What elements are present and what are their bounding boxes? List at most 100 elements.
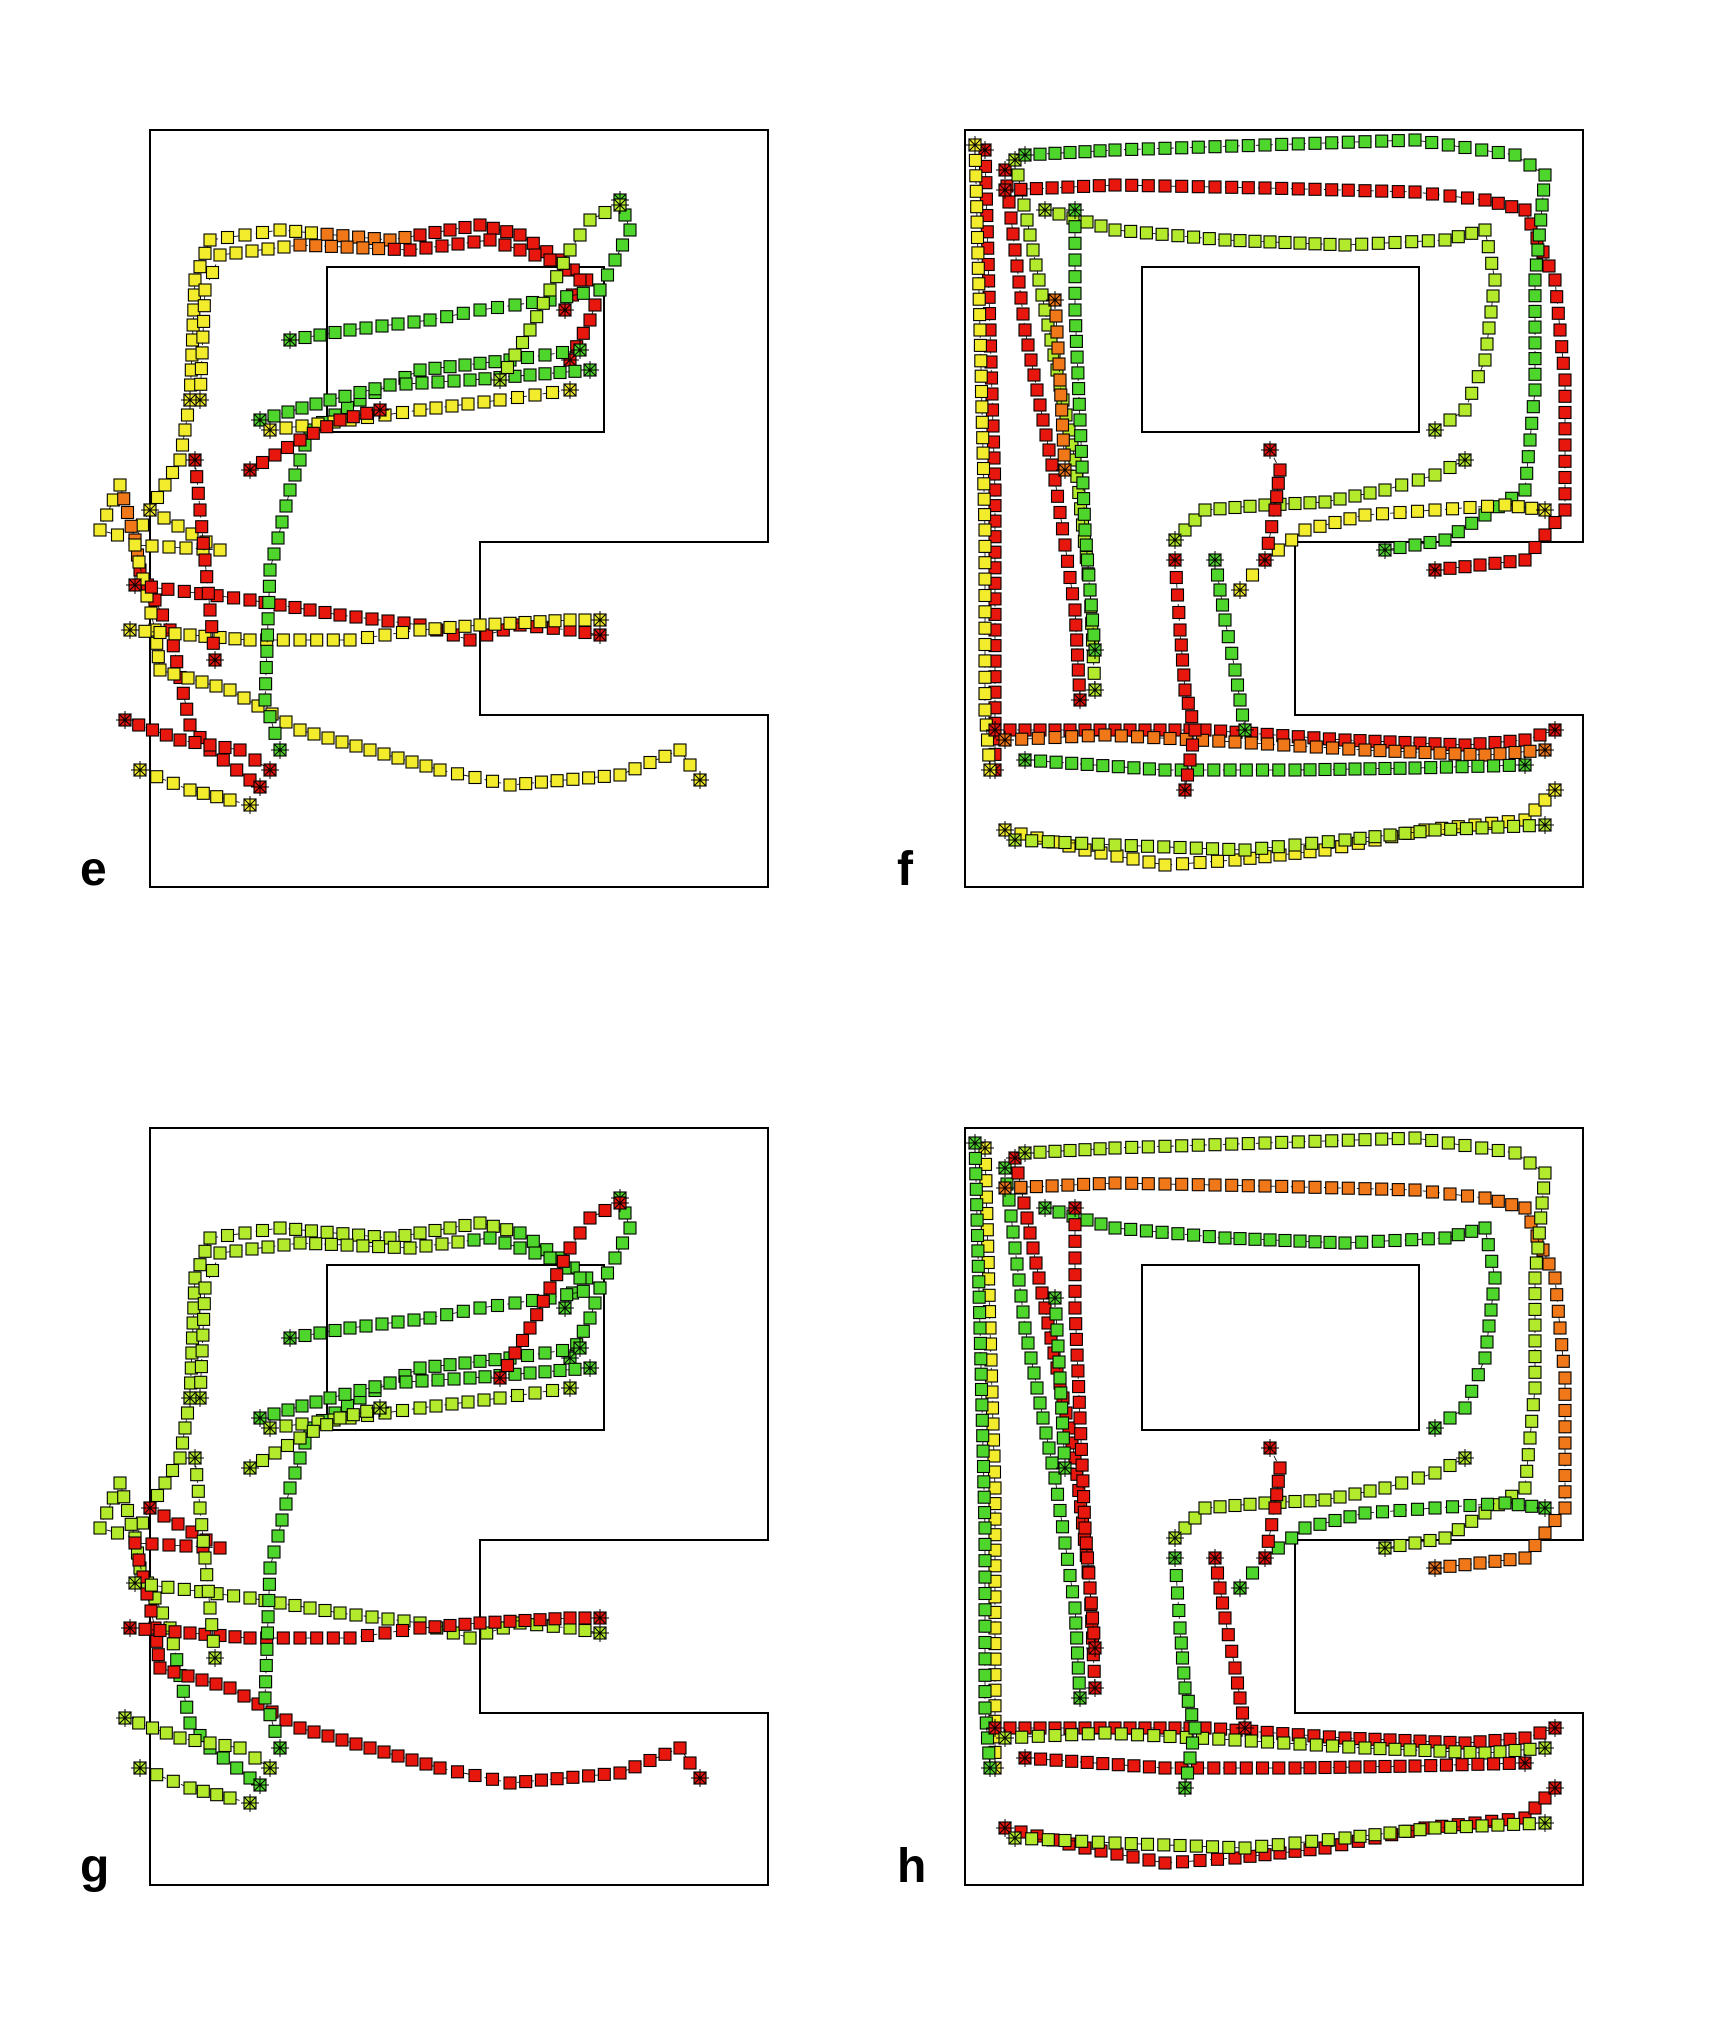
trajectory-marker	[986, 1433, 1001, 1447]
trajectory-marker	[1308, 136, 1322, 150]
trajectory-marker	[279, 1419, 293, 1433]
endpoint-tick	[1269, 1447, 1277, 1455]
trajectory-marker	[1537, 183, 1551, 197]
trajectory-marker	[196, 786, 210, 800]
endpoint-tick	[1428, 1561, 1436, 1569]
endpoint-tick	[1538, 1507, 1546, 1515]
trajectory-marker	[93, 523, 107, 537]
endpoint-tick	[289, 1337, 297, 1345]
trajectory-marker	[1142, 855, 1156, 869]
trajectory-marker	[1261, 536, 1275, 550]
trajectory-marker	[1060, 1552, 1075, 1566]
trajectory-marker	[1024, 353, 1038, 367]
trajectory-marker	[1094, 219, 1108, 233]
trajectory-marker	[1473, 558, 1487, 572]
trajectory-marker	[1481, 1238, 1495, 1252]
trajectory-marker	[197, 1297, 211, 1311]
endpoint-tick	[1458, 1451, 1466, 1459]
trajectory-marker	[195, 1673, 209, 1687]
endpoint-tick	[1264, 1557, 1272, 1565]
trajectory-marker	[1418, 1743, 1432, 1758]
trajectory-marker	[488, 617, 502, 631]
trajectory-marker	[343, 323, 357, 337]
trajectory-marker	[1270, 1488, 1284, 1502]
trajectory-marker	[1486, 289, 1500, 303]
trajectory-marker	[1141, 142, 1155, 156]
endpoint-tick	[1168, 539, 1176, 547]
trajectory-path	[249, 1407, 381, 1469]
endpoint-tick	[1088, 1641, 1096, 1649]
trajectory-marker	[643, 755, 657, 770]
trajectory-marker	[972, 277, 986, 291]
endpoint-tick	[279, 749, 287, 757]
endpoint-tick	[693, 1777, 701, 1785]
endpoint-tick	[1014, 839, 1022, 847]
trajectory-marker	[1185, 1708, 1199, 1722]
endpoint-tick	[1038, 1207, 1046, 1215]
trajectory-marker	[1068, 286, 1082, 300]
trajectory-marker	[1531, 1241, 1545, 1255]
trajectory-marker	[969, 1167, 983, 1181]
trajectory-marker	[628, 1760, 642, 1774]
trajectory-marker	[1181, 696, 1195, 710]
trajectory-marker	[324, 1237, 338, 1251]
trajectory-marker	[1207, 763, 1221, 777]
endpoint-tick	[214, 659, 222, 667]
endpoint-tick	[1269, 443, 1277, 451]
trajectory-marker	[1147, 1729, 1161, 1743]
endpoint-tick	[1378, 1541, 1386, 1549]
trajectory-marker	[1016, 307, 1030, 321]
trajectory-marker	[1033, 147, 1047, 161]
trajectory-marker	[443, 1618, 457, 1633]
trajectory-marker	[513, 228, 527, 242]
trajectory-marker	[1558, 1452, 1572, 1466]
trajectory-marker	[1465, 1384, 1479, 1398]
trajectory-marker	[132, 1553, 146, 1567]
trajectory-marker	[1175, 1651, 1190, 1665]
endpoint-tick	[243, 1802, 251, 1810]
trajectory-marker	[979, 1190, 993, 1204]
trajectory-marker	[1348, 1760, 1362, 1774]
trajectory-marker	[973, 323, 987, 337]
endpoint-tick	[123, 1627, 131, 1635]
trajectory-marker	[271, 531, 285, 545]
trajectory-marker	[473, 303, 487, 317]
endpoint-tick	[259, 780, 267, 788]
trajectory-marker	[1363, 1484, 1377, 1498]
trajectory-marker	[398, 1228, 412, 1243]
endpoint-tick	[1544, 818, 1552, 826]
trajectory-marker	[1065, 587, 1080, 601]
trajectory-marker	[456, 1304, 470, 1318]
inner-obstacle	[1141, 1264, 1420, 1431]
trajectory-marker	[399, 377, 413, 391]
endpoint-tick	[1178, 1781, 1186, 1789]
trajectory-marker	[1139, 1224, 1153, 1238]
endpoint-tick	[134, 1576, 142, 1584]
endpoint-tick	[133, 763, 141, 771]
trajectory-marker	[387, 1240, 401, 1254]
trajectory-marker	[1042, 443, 1056, 457]
trajectory-marker	[1205, 842, 1220, 856]
trajectory-marker	[1093, 1142, 1107, 1156]
endpoint-tick	[189, 393, 197, 401]
trajectory-marker	[583, 1311, 597, 1325]
trajectory-marker	[643, 1753, 657, 1768]
trajectory-marker	[1208, 1178, 1222, 1192]
trajectory-marker	[1518, 733, 1532, 747]
trajectory-marker	[1458, 1558, 1472, 1572]
trajectory-marker	[415, 1374, 429, 1388]
endpoint-tick	[199, 1391, 207, 1399]
trajectory-marker	[318, 605, 332, 620]
endpoint-tick	[1018, 759, 1026, 767]
trajectory-marker	[1065, 1585, 1080, 1599]
trajectory-marker	[971, 1259, 985, 1273]
trajectory-marker	[1538, 1791, 1552, 1805]
trajectory-marker	[110, 1526, 125, 1540]
trajectory-marker	[1238, 1841, 1252, 1855]
trajectory-marker	[210, 790, 224, 804]
trajectory-marker	[1057, 448, 1071, 462]
trajectory-marker	[1198, 503, 1212, 517]
endpoint-tick	[564, 309, 572, 317]
environment-outline	[964, 1127, 1584, 1886]
trajectory-marker	[1124, 224, 1138, 238]
